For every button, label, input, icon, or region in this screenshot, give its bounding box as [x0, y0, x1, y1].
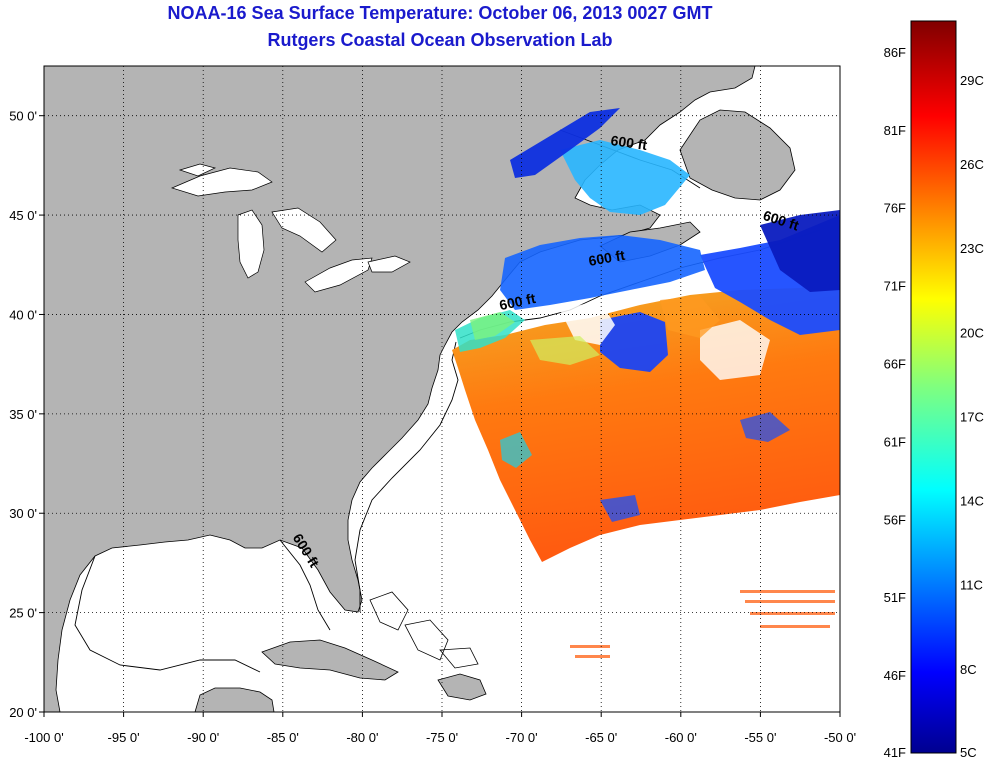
contour-label: 600 ft [498, 290, 537, 313]
lon-tick-label: -70 0' [506, 730, 538, 745]
colorbar-c-label: 29C [960, 73, 984, 88]
sst-noise [570, 590, 835, 658]
lat-tick-label: 25 0' [9, 606, 37, 621]
graticule [44, 66, 840, 712]
colorbar-c-label: 17C [960, 409, 984, 424]
contour-label: 600 ft [587, 247, 626, 269]
colorbar [910, 20, 957, 754]
lat-tick-label: 35 0' [9, 407, 37, 422]
contour-label: 600 ft [610, 132, 649, 153]
colorbar-f-label: 46F [884, 668, 906, 683]
colorbar-celsius-labels: 29C 26C 23C 20C 17C 14C 11C 8C 5C [960, 73, 984, 760]
lon-tick-label: -50 0' [824, 730, 856, 745]
latitude-axis: 50 0' 45 0' 40 0' 35 0' 30 0' 25 0' 20 0' [9, 109, 44, 720]
lon-tick-label: -75 0' [426, 730, 458, 745]
bahamas-banks [369, 591, 479, 669]
lon-tick-label: -60 0' [665, 730, 697, 745]
lat-tick-label: 50 0' [9, 109, 37, 124]
colorbar-c-label: 5C [960, 745, 977, 760]
colorbar-f-label: 41F [884, 745, 906, 760]
colorbar-c-label: 26C [960, 157, 984, 172]
land-hispaniola [437, 673, 487, 701]
lat-tick-label: 45 0' [9, 208, 37, 223]
colorbar-c-label: 11C [960, 578, 983, 593]
lat-tick-label: 20 0' [9, 705, 37, 720]
map-title: NOAA-16 Sea Surface Temperature: October… [167, 3, 713, 23]
lon-tick-label: -90 0' [187, 730, 219, 745]
great-lakes [170, 163, 411, 293]
map-subtitle: Rutgers Coastal Ocean Observation Lab [267, 30, 613, 50]
colorbar-f-label: 51F [884, 590, 906, 605]
colorbar-f-label: 71F [884, 279, 906, 294]
sst-swath [452, 108, 840, 562]
lon-tick-label: -55 0' [744, 730, 776, 745]
lon-tick-label: -85 0' [267, 730, 299, 745]
colorbar-c-label: 20C [960, 325, 984, 340]
colorbar-c-label: 23C [960, 241, 984, 256]
lon-tick-label: -65 0' [585, 730, 617, 745]
land-yucatan [194, 687, 275, 712]
land-cuba [261, 639, 399, 681]
colorbar-c-label: 8C [960, 662, 977, 677]
colorbar-f-label: 86F [884, 45, 906, 60]
colorbar-fahrenheit-labels: 86F 81F 76F 71F 66F 61F 56F 51F 46F 41F [884, 45, 906, 760]
lat-tick-label: 30 0' [9, 506, 37, 521]
lon-tick-label: -80 0' [346, 730, 378, 745]
colorbar-c-label: 14C [960, 494, 984, 509]
lon-tick-label: -100 0' [24, 730, 63, 745]
lon-tick-label: -95 0' [108, 730, 140, 745]
colorbar-f-label: 56F [884, 512, 906, 527]
land-newfoundland [679, 109, 796, 201]
lat-tick-label: 40 0' [9, 307, 37, 322]
colorbar-f-label: 61F [884, 434, 906, 449]
colorbar-f-label: 66F [884, 356, 906, 371]
colorbar-f-label: 76F [884, 201, 906, 216]
longitude-axis: -100 0' -95 0' -90 0' -85 0' -80 0' -75 0' -70… [24, 712, 856, 745]
colorbar-f-label: 81F [884, 123, 906, 138]
